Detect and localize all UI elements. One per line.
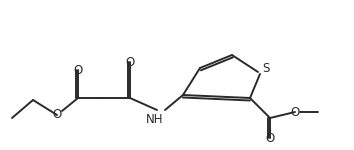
Text: O: O xyxy=(290,105,299,118)
Text: O: O xyxy=(52,108,62,122)
Text: O: O xyxy=(266,132,275,144)
Text: S: S xyxy=(262,61,270,75)
Text: O: O xyxy=(73,63,82,76)
Text: NH: NH xyxy=(146,113,164,126)
Text: O: O xyxy=(125,56,135,69)
